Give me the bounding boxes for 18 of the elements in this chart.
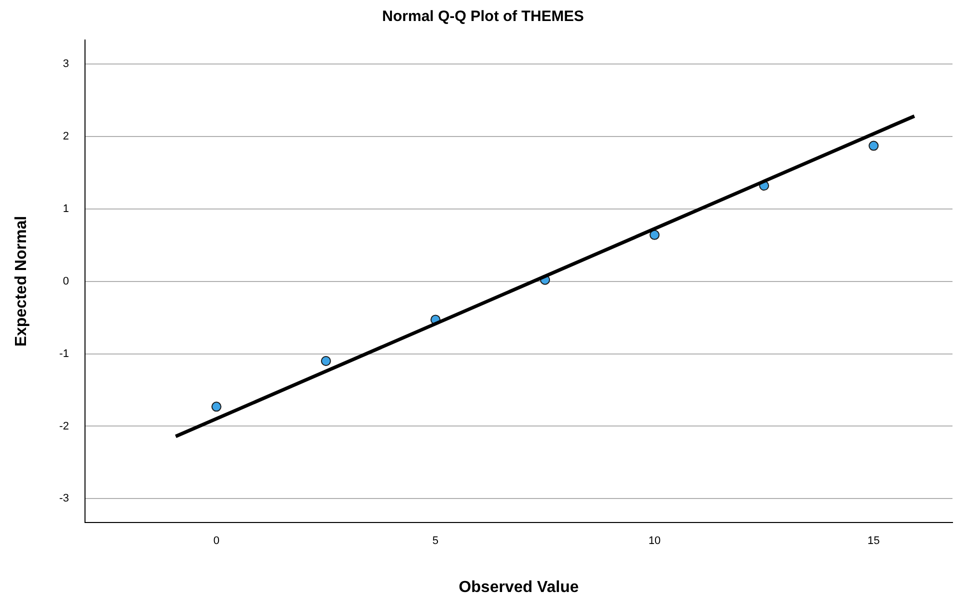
y-tick-label: -2 bbox=[59, 420, 69, 432]
point bbox=[650, 230, 660, 240]
y-tick-label: 3 bbox=[62, 58, 69, 70]
y-tick-label: 1 bbox=[62, 202, 69, 215]
y-tick-label: 2 bbox=[62, 130, 69, 142]
x-tick-label: 10 bbox=[648, 535, 661, 548]
point bbox=[211, 402, 222, 412]
x-tick-label: 5 bbox=[432, 535, 439, 548]
point bbox=[868, 140, 879, 151]
y-tick-label: -3 bbox=[59, 492, 69, 505]
y-tick-label: -1 bbox=[59, 348, 69, 360]
x-tick-label: 0 bbox=[213, 535, 220, 548]
y-axis-title: Expected Normal bbox=[13, 216, 30, 347]
chart-title: Normal Q-Q Plot of THEMES bbox=[382, 8, 584, 26]
x-tick-label: 15 bbox=[868, 535, 880, 548]
point bbox=[320, 356, 331, 366]
x-axis-title: Observed Value bbox=[458, 578, 579, 596]
y-tick-label: 0 bbox=[62, 275, 69, 288]
